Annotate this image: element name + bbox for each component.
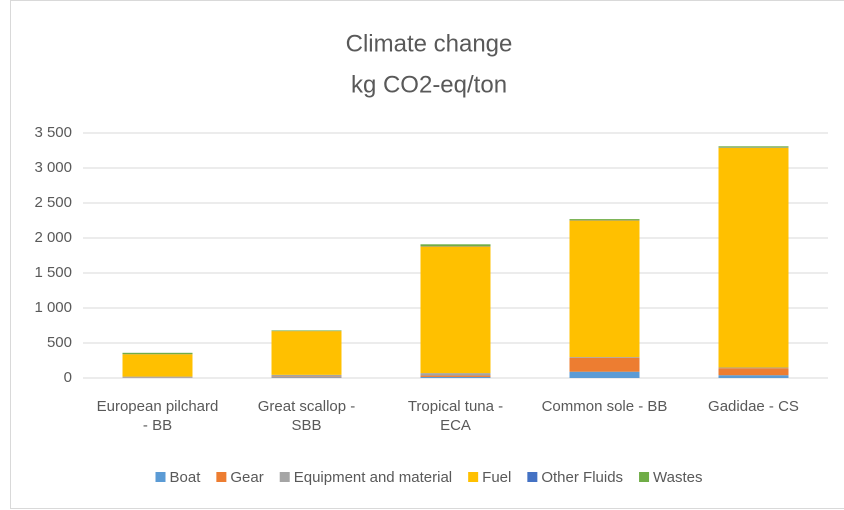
legend-swatch: [639, 472, 650, 482]
bar-segment: [718, 368, 789, 376]
bar-segment: [271, 330, 342, 331]
y-tick-label: 3 500: [34, 124, 72, 141]
y-tick-label: 500: [47, 334, 72, 351]
chart-title: Climate change: [346, 30, 513, 57]
legend-label: Gear: [230, 469, 263, 486]
x-tick-label: Common sole - BB: [541, 398, 668, 415]
bar-segment: [122, 352, 193, 355]
legend-label: Boat: [170, 469, 202, 486]
x-tick-label: Tropical tuna - ECA: [407, 398, 504, 434]
x-tick-label: Great scallop - SBB: [257, 398, 356, 434]
bar-segment: [718, 367, 789, 369]
bar-segment: [271, 331, 342, 375]
y-tick-label: 3 000: [34, 159, 72, 176]
legend-swatch: [216, 472, 227, 482]
bar-segment: [420, 246, 491, 374]
bar-segment: [271, 377, 342, 378]
legend-swatch: [468, 472, 479, 482]
bar-segment: [122, 376, 193, 378]
bar-segment: [569, 357, 640, 358]
x-tick-label: Gadidae - CS: [708, 398, 799, 415]
legend-label: Fuel: [482, 469, 511, 486]
y-tick-label: 0: [64, 369, 72, 386]
bar-segment: [271, 374, 342, 377]
bar-segment: [718, 375, 789, 378]
legend-label: Other Fluids: [541, 469, 623, 486]
bar-segment: [420, 373, 491, 376]
bar-segment: [569, 357, 640, 372]
chart-subtitle: kg CO2-eq/ton: [351, 71, 507, 98]
y-tick-label: 1 500: [34, 264, 72, 281]
bar-segment: [718, 146, 789, 148]
x-tick-label: European pilchard - BB: [96, 398, 219, 434]
y-tick-label: 2 500: [34, 194, 72, 211]
bar-segment: [271, 376, 342, 378]
legend-label: Wastes: [653, 469, 702, 486]
bar-segment: [569, 219, 640, 221]
bar-segment: [569, 220, 640, 357]
legend-swatch: [279, 472, 290, 482]
bar-segment: [569, 371, 640, 378]
y-tick-label: 1 000: [34, 299, 72, 316]
bar-segment: [718, 147, 789, 368]
bar-segment: [122, 354, 193, 377]
legend-swatch: [155, 472, 166, 482]
bar-segment: [420, 376, 491, 378]
bar-segment: [420, 244, 491, 247]
legend-label: Equipment and material: [294, 469, 452, 486]
bar-segment: [420, 375, 491, 377]
y-tick-label: 2 000: [34, 229, 72, 246]
legend-swatch: [527, 472, 538, 482]
